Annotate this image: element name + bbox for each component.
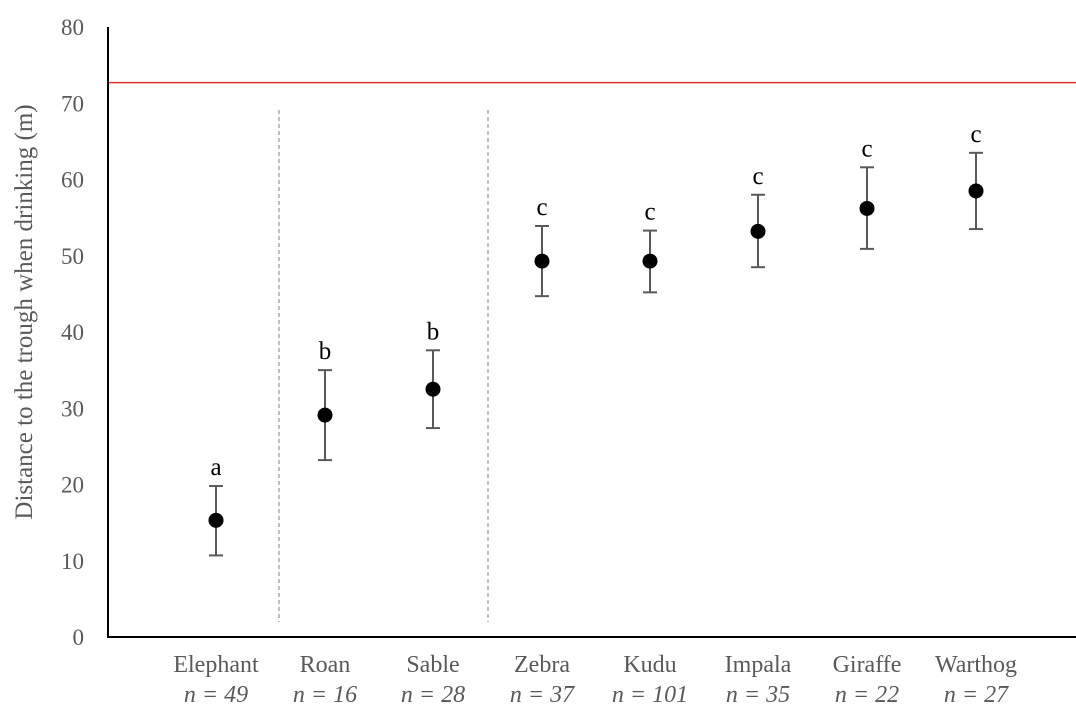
x-category-label: Roan [300,652,351,678]
data-point [968,183,984,199]
significance-letter: c [536,194,547,221]
sample-size-label: n = 37 [510,682,575,708]
sample-size-label: n = 27 [944,682,1009,708]
y-tick-label: 20 [61,473,84,498]
x-category-label: Impala [725,652,792,678]
axes [107,27,1076,638]
data-point [317,407,333,423]
x-category-label: Zebra [514,652,570,678]
significance-letter: b [319,338,332,365]
y-tick-label: 40 [61,320,84,345]
significance-letter: a [210,454,221,481]
y-tick-label: 10 [61,549,84,574]
sample-size-label: n = 16 [293,682,357,708]
significance-letter: c [970,121,981,148]
x-category-label: Kudu [623,652,676,678]
data-point [642,253,658,269]
y-tick-label: 0 [73,625,85,650]
sample-size-label: n = 22 [835,682,899,708]
data-point [750,223,766,239]
data-point [534,253,550,269]
y-axis-title: Distance to the trough when drinking (m) [11,104,38,519]
data-point [208,512,224,528]
y-tick-label: 50 [61,244,84,269]
x-axis-labels: Elephant n = 49 Roan n = 16 Sable n = 28 Zebra… [173,652,1017,708]
significance-letter: c [752,163,763,190]
x-category-label: Warthog [935,652,1017,678]
x-category-label: Elephant [173,652,259,678]
y-tick-label: 70 [61,91,84,116]
significance-letter: b [427,318,440,345]
significance-letter: c [861,135,872,162]
y-tick-label: 30 [61,396,84,421]
significance-letters: a b b c c c c c [210,121,981,481]
x-category-label: Sable [406,652,459,678]
x-category-label: Giraffe [833,652,902,678]
y-tick-label: 80 [61,15,84,40]
group-separators [278,110,489,622]
y-tick-label: 60 [61,168,84,193]
significance-letter: c [644,199,655,226]
data-point [425,381,441,397]
sample-size-label: n = 35 [726,682,790,708]
data-points [208,183,984,528]
sample-size-label: n = 101 [612,682,688,708]
sample-size-label: n = 49 [184,682,248,708]
data-point [859,200,875,216]
sample-size-label: n = 28 [401,682,465,708]
y-axis-ticks: 0 10 20 30 40 50 60 70 80 [61,15,84,650]
